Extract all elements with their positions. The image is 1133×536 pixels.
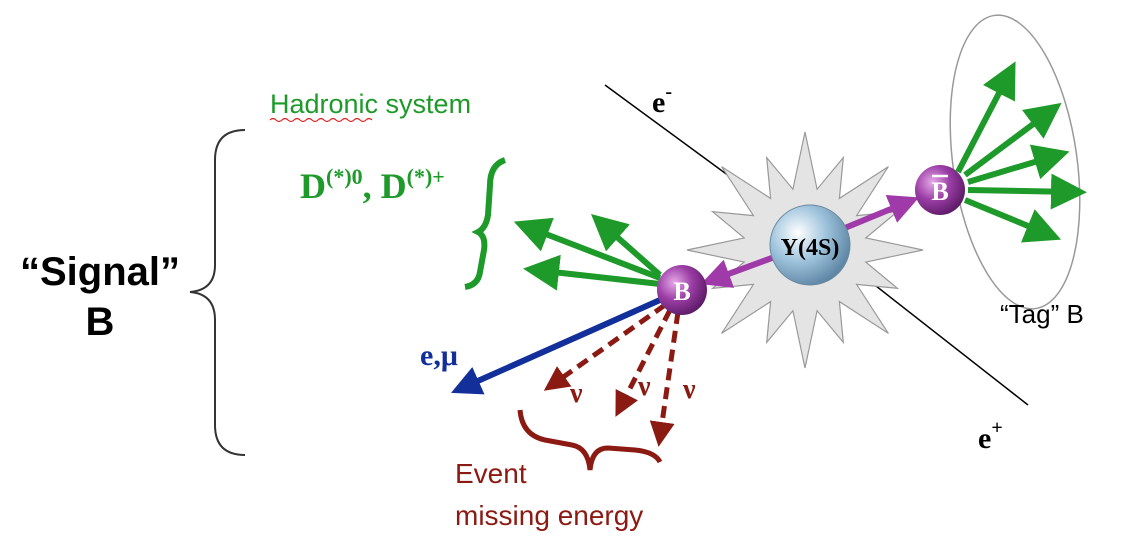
hadron-tracks [525, 222, 660, 284]
signal-label: B [86, 300, 115, 344]
hadronic-title: Hadronic system [270, 89, 471, 119]
neutrino-label: ν [569, 378, 583, 409]
neutrino-tracks [552, 305, 678, 437]
hadron-brace [465, 160, 505, 287]
spell-underline [270, 119, 372, 122]
hadron-states: D(*)0, D(*)+ [300, 164, 445, 206]
d-meson: , D [363, 166, 407, 206]
electron-label: e- [652, 81, 672, 119]
bbar-label: B [931, 177, 948, 206]
missing-brace [520, 410, 660, 470]
neutrino-label: ν [637, 371, 651, 402]
superscript: (*)+ [407, 164, 445, 189]
lepton-track [462, 300, 660, 388]
signal-label: “Signal” [20, 250, 180, 294]
tag-label: “Tag” B [1000, 299, 1084, 329]
superscript: (*)0 [326, 164, 363, 189]
missing-label: missing energy [455, 500, 643, 531]
missing-label: Event [455, 458, 527, 489]
tag-ellipse [933, 7, 1097, 317]
b-label: B [673, 277, 690, 306]
lepton-label: e,μ [420, 339, 458, 372]
signal-brace [190, 130, 245, 455]
d-meson: D [300, 166, 326, 206]
diagram: “Signal” B Hadronic system D(*)0, D(*)+ … [0, 0, 1133, 536]
positron-label: e+ [978, 417, 1003, 455]
upsilon-label: Υ(4S) [781, 235, 840, 261]
neutrino-label: ν [682, 374, 696, 405]
tag-tracks [958, 72, 1075, 235]
